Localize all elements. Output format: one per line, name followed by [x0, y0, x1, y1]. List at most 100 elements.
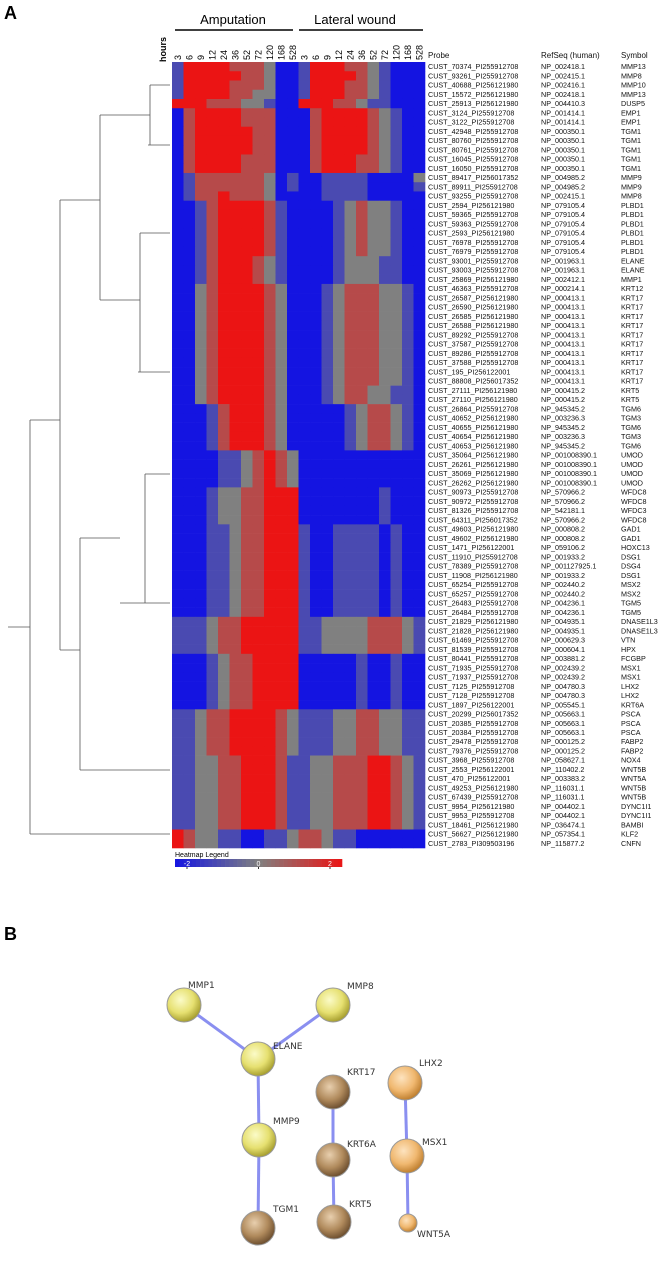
heat-cell — [206, 209, 219, 220]
probe-id: CUST_3124_PI255912708 — [428, 108, 514, 117]
heat-cell — [218, 293, 230, 303]
heat-cell — [275, 154, 288, 165]
heat-cell — [333, 764, 345, 775]
heat-cell — [172, 265, 184, 275]
heat-cell — [275, 348, 288, 359]
heat-cell — [321, 663, 334, 673]
gene-symbol: DSG1 — [621, 552, 641, 561]
heat-cell — [390, 431, 403, 442]
heat-cell — [287, 838, 299, 849]
heat-cell — [206, 320, 219, 331]
heat-cell — [264, 302, 276, 312]
heat-cell — [218, 320, 230, 331]
heat-cell — [264, 533, 276, 544]
legend-swatch — [312, 859, 318, 867]
heat-cell — [333, 422, 345, 433]
heat-cell — [356, 357, 368, 368]
heat-cell — [390, 589, 403, 599]
heat-cell — [310, 737, 322, 747]
heat-cell — [206, 135, 219, 146]
heat-cell — [172, 98, 184, 109]
time-label: 12 — [207, 50, 217, 60]
heat-cell — [275, 552, 288, 562]
heat-cell — [172, 339, 184, 349]
heat-cell — [241, 792, 253, 803]
heat-cell — [264, 330, 276, 340]
heat-cell — [252, 200, 265, 211]
heat-cell — [298, 228, 311, 238]
probe-id: CUST_79376_PI255912708 — [428, 746, 518, 755]
node — [166, 987, 202, 1023]
heat-cell — [252, 746, 265, 756]
probe-id: CUST_26261_PI256121980 — [428, 460, 518, 469]
heat-cell — [413, 838, 426, 849]
heat-cell — [206, 681, 219, 692]
heat-cell — [413, 801, 426, 812]
heat-cell — [379, 71, 391, 81]
heat-cell — [172, 672, 184, 682]
heat-cell — [321, 552, 334, 562]
heat-cell — [298, 172, 311, 183]
heat-cell — [218, 376, 230, 386]
heat-cell — [252, 154, 265, 165]
heat-cell — [183, 154, 196, 165]
heat-cell — [172, 737, 184, 747]
heat-cell — [310, 191, 322, 202]
heat-cell — [390, 339, 403, 349]
heat-cell — [229, 505, 242, 516]
heat-cell — [344, 607, 357, 618]
heat-cell — [321, 598, 334, 608]
heat-cell — [183, 801, 196, 812]
heat-cell — [252, 838, 265, 849]
heat-cell — [275, 191, 288, 202]
heat-cell — [275, 737, 288, 747]
heat-cell — [379, 626, 391, 636]
heat-cell — [310, 228, 322, 238]
gene-symbol: DUSP5 — [621, 99, 645, 108]
heat-cell — [379, 126, 391, 137]
heat-cell — [241, 515, 253, 525]
heat-cell — [241, 246, 253, 257]
heat-cell — [206, 820, 219, 830]
heat-cell — [413, 367, 426, 377]
heat-cell — [287, 98, 299, 109]
heat-cell — [252, 441, 265, 451]
heat-cell — [252, 219, 265, 229]
refseq-id: NP_002439.2 — [541, 663, 585, 672]
heat-cell — [229, 62, 242, 72]
heat-cell — [379, 274, 391, 285]
heat-cell — [264, 237, 276, 248]
heat-cell — [298, 542, 311, 553]
heat-cell — [241, 801, 253, 812]
heat-cell — [310, 727, 322, 738]
heat-cell — [390, 237, 403, 248]
heat-cell — [218, 200, 230, 211]
heat-cell — [264, 98, 276, 109]
heat-cell — [241, 182, 253, 192]
heat-cell — [229, 117, 242, 128]
heat-cell — [402, 468, 414, 479]
heat-cell — [413, 422, 426, 433]
heat-cell — [172, 487, 184, 497]
heat-cell — [229, 635, 242, 645]
node — [316, 1204, 352, 1240]
heat-cell — [344, 422, 357, 433]
heat-cell — [298, 367, 311, 377]
heat-cell — [264, 450, 276, 460]
legend-swatch — [191, 859, 197, 867]
heat-cell — [241, 274, 253, 285]
heat-cell — [287, 246, 299, 257]
heat-cell — [379, 552, 391, 562]
heat-cell — [321, 431, 334, 442]
heat-cell — [183, 820, 196, 830]
heat-cell — [344, 681, 357, 692]
heat-cell — [241, 616, 253, 627]
heat-cell — [333, 598, 345, 608]
heat-cell — [195, 108, 207, 118]
probe-id: CUST_70374_PI255912708 — [428, 62, 518, 71]
heat-cell — [172, 718, 184, 729]
heat-cell — [252, 126, 265, 137]
heat-cell — [183, 283, 196, 294]
heat-cell — [264, 709, 276, 719]
heat-cell — [402, 246, 414, 257]
